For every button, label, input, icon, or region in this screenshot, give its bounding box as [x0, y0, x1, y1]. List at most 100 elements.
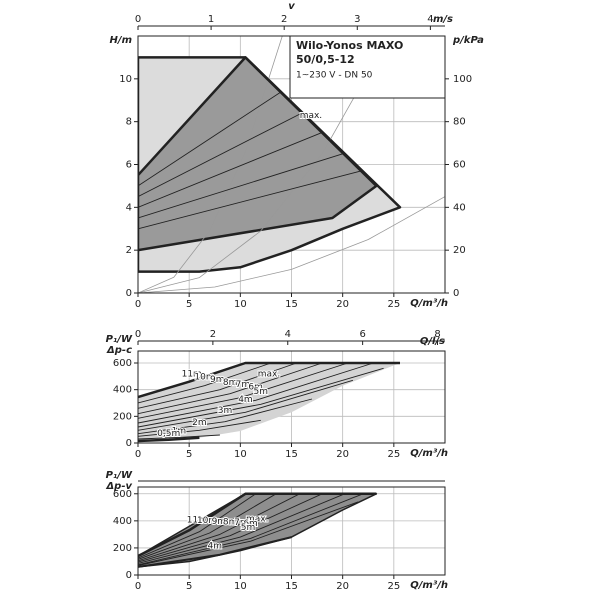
curve: [138, 367, 384, 428]
y-axis-sublabel: Δp-v: [105, 481, 132, 492]
x2-tick-label: 0: [135, 329, 141, 340]
curve: [138, 434, 220, 440]
title-box: [289, 35, 446, 99]
y-tick-label: 4: [126, 202, 132, 213]
area: [138, 56, 378, 252]
chart-title: Wilo-Yonos MAXO: [296, 39, 403, 52]
x2-tick-label: 3: [354, 14, 360, 25]
curve: [138, 493, 256, 559]
y-tick-label: 600: [113, 489, 132, 500]
x-tick-label: 25: [387, 449, 400, 460]
curve-label: max.: [258, 370, 280, 380]
curve-label: max.: [300, 111, 322, 121]
y-axis-label: H/m: [110, 35, 132, 46]
x-tick-label: 25: [387, 299, 400, 310]
x2-tick-label: 8: [434, 329, 440, 340]
curve-label: 4m: [208, 541, 223, 551]
curve: [138, 362, 246, 398]
curve: [138, 170, 362, 230]
x2-tick-label: 4: [427, 14, 433, 25]
curve: [138, 36, 283, 293]
series-group: [138, 492, 378, 568]
x2-tick-label: 1: [208, 14, 214, 25]
x-axis-label: Q/m³/h: [410, 298, 448, 309]
x2-axis-label: Q/l/s: [420, 336, 445, 347]
curve: [138, 536, 292, 568]
y-tick-label: 200: [113, 411, 132, 422]
x-tick-label: 15: [285, 449, 298, 460]
curve: [138, 196, 445, 293]
x2-tick-label: 2: [281, 14, 287, 25]
x-tick-label: 15: [285, 299, 298, 310]
y2-tick-label: 100: [453, 74, 472, 85]
curve: [138, 493, 364, 566]
curve-label: 2m: [192, 418, 207, 428]
curve-label: 0,5m: [157, 429, 180, 439]
curve-label: 7m: [234, 518, 249, 528]
x2-tick-label: 6: [359, 329, 365, 340]
y-axis-sublabel: Δp-c: [106, 345, 132, 356]
x-tick-label: 10: [234, 581, 247, 590]
curve: [138, 493, 300, 562]
plot-frame: [137, 350, 446, 444]
curve-label: 6m: [243, 519, 258, 529]
curve: [138, 362, 323, 415]
curve-label: 9m: [210, 375, 225, 385]
x2-tick-label: 4: [285, 329, 291, 340]
x-tick-label: 25: [387, 581, 400, 590]
curve-label: 4m: [238, 395, 253, 405]
curve: [138, 362, 297, 409]
curve: [138, 398, 313, 435]
y-tick-label: 10: [119, 74, 132, 85]
y-tick-label: 0: [126, 288, 132, 299]
y-tick-label: 200: [113, 543, 132, 554]
curve: [138, 436, 200, 443]
area: [138, 363, 400, 440]
series-group: [138, 361, 400, 443]
x2-axis-label: v: [288, 1, 295, 12]
x-tick-label: 20: [336, 299, 349, 310]
y-tick-label: 6: [126, 160, 132, 171]
curve: [138, 362, 374, 424]
curve-label: 9m: [212, 517, 227, 527]
curve: [138, 492, 377, 558]
x-tick-label: 10: [234, 449, 247, 460]
curve-label: 7m: [236, 380, 251, 390]
y-tick-label: 600: [113, 358, 132, 369]
curve-label: 5m: [254, 387, 269, 397]
x-tick-label: 10: [234, 299, 247, 310]
x2-tick-label: 0: [135, 14, 141, 25]
y-tick-label: 0: [126, 438, 132, 449]
curve-label: 6m: [248, 383, 263, 393]
chart-subtitle: 50/0,5-12: [296, 53, 355, 66]
chart-note: 1~230 V - DN 50: [296, 71, 373, 81]
plot-frame: [137, 486, 446, 576]
x-axis-label: Q/m³/h: [410, 580, 448, 590]
curve: [138, 379, 354, 431]
y-tick-label: 8: [126, 117, 132, 128]
y-axis-label: P₁/W: [106, 470, 133, 481]
y-axis-label: P₁/W: [106, 334, 133, 345]
y2-axis-label: p/kPa: [452, 35, 484, 46]
curve-label: 8m: [223, 517, 238, 527]
x2-unit: m/s: [433, 14, 453, 25]
y2-tick-label: 80: [453, 117, 466, 128]
y-tick-label: 400: [113, 385, 132, 396]
curve: [138, 493, 277, 560]
y-tick-label: 2: [126, 245, 132, 256]
curve: [244, 56, 378, 187]
curve-label: max.: [246, 514, 268, 524]
x-tick-label: 0: [135, 299, 141, 310]
x-tick-label: 20: [336, 449, 349, 460]
curve: [138, 419, 261, 437]
curve: [138, 493, 345, 564]
x-tick-label: 5: [186, 299, 192, 310]
curve-label: 3m: [218, 406, 233, 416]
curve: [138, 493, 323, 563]
y-tick-label: 0: [126, 570, 132, 581]
curve-label: 11m: [187, 515, 207, 525]
curve-label: 5m: [241, 523, 256, 533]
curve-label: 10m: [194, 373, 214, 383]
